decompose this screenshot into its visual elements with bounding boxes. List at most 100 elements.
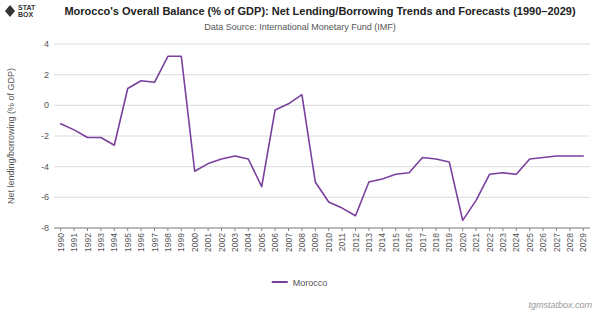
grid-line [54,136,590,137]
y-tick-label: -4 [41,162,49,172]
y-axis-label: Net lending/borrowing (% of GDP) [6,68,16,204]
x-tick-label: 2004 [243,233,253,252]
x-tick-label: 1993 [96,233,106,252]
x-tick-label: 1996 [136,233,146,252]
x-tick [569,228,570,231]
x-tick [409,228,410,231]
x-tick-label: 2006 [270,233,280,252]
x-tick-label: 2000 [190,233,200,252]
x-tick [476,228,477,231]
x-tick-label: 2001 [203,233,213,252]
x-tick-label: 2025 [525,233,535,252]
logo-line: BOX [18,11,34,18]
x-tick [328,228,329,231]
x-tick [248,228,249,231]
x-tick-label: 2012 [351,233,361,252]
logo-text: STATBOX [18,4,36,18]
y-tick-label: -6 [41,192,49,202]
x-tick [516,228,517,231]
x-tick-label: 1999 [176,233,186,252]
x-tick [221,228,222,231]
x-axis-line [54,228,590,229]
x-tick-label: 2029 [578,233,588,252]
x-tick-label: 2013 [364,233,374,252]
x-tick-label: 2024 [511,233,521,252]
y-tick-label: -8 [41,223,49,233]
x-tick [127,228,128,231]
grid-line [54,44,590,45]
x-tick-label: 2017 [418,233,428,252]
x-tick [435,228,436,231]
x-tick-label: 1994 [109,233,119,252]
x-tick [543,228,544,231]
plot-area [61,56,584,220]
y-tick-label: 0 [44,100,49,110]
x-tick [154,228,155,231]
x-tick [355,228,356,231]
x-tick [100,228,101,231]
x-tick-label: 2028 [565,233,575,252]
x-tick-label: 1990 [56,233,66,252]
logo-line: STAT [18,4,36,11]
x-tick [234,228,235,231]
watermark: tgmstatbox.com [528,300,592,310]
x-tick [301,228,302,231]
title: Morocco's Overall Balance (% of GDP): Ne… [64,5,576,17]
x-tick-label: 2019 [444,233,454,252]
x-tick [529,228,530,231]
legend-swatch [272,281,288,283]
x-tick [462,228,463,231]
x-tick [208,228,209,231]
x-tick-label: 2002 [217,233,227,252]
x-tick [315,228,316,231]
x-tick-label: 2026 [538,233,548,252]
x-tick [275,228,276,231]
x-tick [422,228,423,231]
grid [54,44,590,228]
x-tick [583,228,584,231]
logo: STATBOX [5,4,36,18]
y-tick-label: -2 [41,131,49,141]
x-tick [87,228,88,231]
x-tick [368,228,369,231]
x-tick-label: 1998 [163,233,173,252]
x-tick [556,228,557,231]
x-tick [141,228,142,231]
x-tick [74,228,75,231]
x-tick [60,228,61,231]
x-tick [395,228,396,231]
x-tick-label: 2023 [498,233,508,252]
x-tick [502,228,503,231]
y-tick-label: 2 [44,70,49,80]
legend-label: Morocco [293,278,328,288]
subtitle: Data Source: International Monetary Fund… [204,22,396,32]
grid-line [54,228,590,229]
chart: STATBOX Morocco's Overall Balance (% of G… [0,0,600,314]
x-tick-label: 2027 [552,233,562,252]
x-tick [382,228,383,231]
x-tick-label: 2014 [377,233,387,252]
x-tick-label: 2005 [257,233,267,252]
grid-line [54,166,590,167]
x-tick-label: 2009 [310,233,320,252]
x-tick [194,228,195,231]
x-tick-label: 2010 [324,233,334,252]
x-tick [114,228,115,231]
grid-line [54,105,590,106]
x-tick [167,228,168,231]
logo-diamond [5,5,15,17]
x-tick-label: 2015 [391,233,401,252]
x-tick [489,228,490,231]
x-tick-label: 2018 [431,233,441,252]
x-tick-label: 2022 [485,233,495,252]
x-tick [342,228,343,231]
series-line [61,56,584,220]
x-tick-label: 1992 [83,233,93,252]
x-tick-label: 2007 [284,233,294,252]
x-tick [261,228,262,231]
legend: Morocco [272,278,328,288]
x-tick-label: 1991 [69,233,79,252]
x-tick-label: 2011 [337,233,347,252]
grid-line [54,197,590,198]
x-tick [288,228,289,231]
